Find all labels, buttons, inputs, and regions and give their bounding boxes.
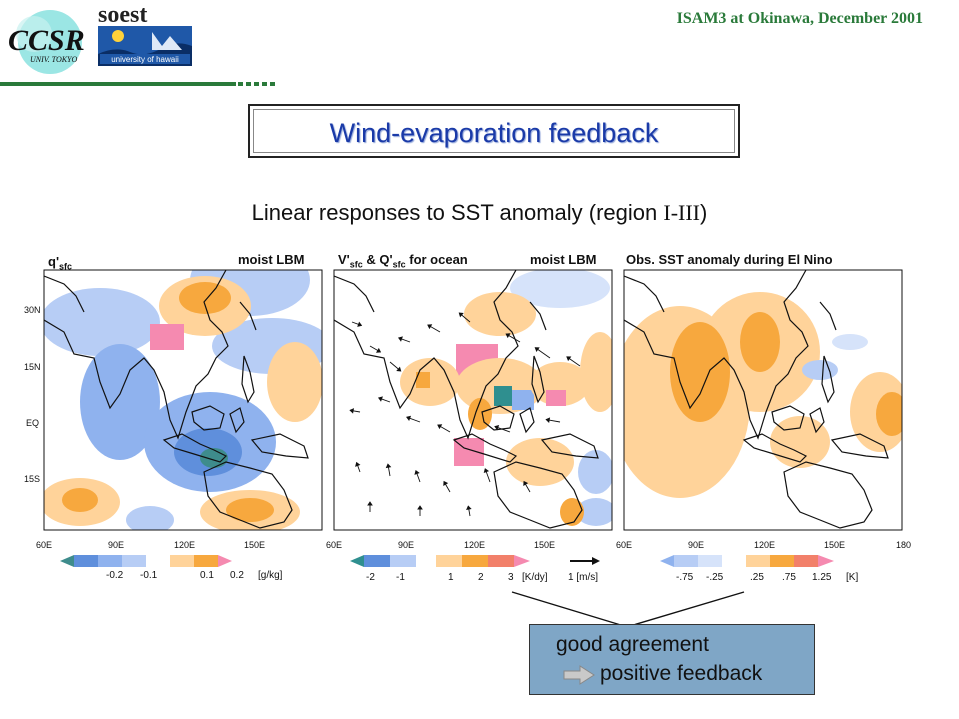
y-tick-15s: 15S [24,474,41,484]
p2-x-tick-90e: 90E [398,540,415,550]
p3-cb-label-3: .25 [750,572,764,583]
p1-x-tick-150e: 150E [244,540,266,550]
p1-cb-label-1: -0.2 [106,570,124,581]
subtitle-close: ) [700,200,708,225]
p3-x-tick-120e: 120E [754,540,776,550]
p3-cb-label-2: -.25 [706,572,724,583]
y-tick-eq: EQ [26,418,40,428]
subtitle-region: I-III [663,200,701,225]
p1-cb-label-3: 0.1 [200,570,214,581]
panel2-map [334,270,612,530]
vector-reference-label: 1 [m/s] [568,572,599,583]
p2-x-tick-60e: 60E [326,540,343,550]
p2-cb-label-2: -1 [396,572,405,583]
soest-logo-sub: university of hawaii [111,55,179,64]
ccsr-logo: CCSR UNIV. TOKYO [8,10,85,74]
soest-logo: soest university of hawaii [98,2,192,66]
p3-cb-label-4: .75 [782,572,796,583]
p3-x-tick-150e: 150E [824,540,846,550]
ccsr-logo-text: CCSR [8,24,85,57]
p3-x-tick-180: 180 [896,540,912,550]
p2-cb-label-4: 2 [478,572,484,583]
implies-arrow-icon [563,665,595,685]
soest-logo-text: soest [98,2,147,28]
p3-cb-units: [K] [846,572,859,583]
p3-x-tick-60e: 60E [616,540,633,550]
conference-title: ISAM3 at Okinawa, December 2001 [676,10,923,27]
subtitle-text: Linear responses to SST anomaly (region [251,200,664,225]
panel2-colorbar [350,555,530,567]
panel1-colorbar [60,555,232,567]
conclusion-box: good agreement positive feedback [529,624,815,695]
vector-reference-arrow [570,557,600,565]
maps-figure [43,269,903,531]
ccsr-logo-sub: UNIV. TOKYO [30,55,78,64]
p1-x-tick-90e: 90E [108,540,125,550]
panel2-label-right: moist LBM [530,252,597,267]
p2-cb-units: [K/dy] [522,572,548,583]
slide-subtitle: Linear responses to SST anomaly (region … [0,200,959,226]
p2-x-tick-150e: 150E [534,540,556,550]
conclusion-line2: positive feedback [600,662,763,685]
p2-cb-label-3: 1 [448,572,454,583]
slide-title-box: Wind-evaporation feedback [248,104,740,158]
p1-cb-units: [g/kg] [258,570,283,581]
panel3-colorbar [660,555,834,567]
panel3-frame [623,269,903,531]
p2-cb-label-5: 3 [508,572,514,583]
p1-x-tick-120e: 120E [174,540,196,550]
panel1-frame [43,269,323,531]
y-tick-15n: 15N [24,362,41,372]
panel1-map [44,270,322,530]
panel1-label-right: moist LBM [238,252,305,267]
agreement-connector-lines [511,591,745,627]
panel2-label-left: V'sfc & Q'sfc for ocean [338,252,468,270]
p3-x-tick-90e: 90E [688,540,705,550]
y-tick-30n: 30N [24,305,41,315]
panel2-frame [333,269,613,531]
header-divider [0,82,275,86]
p2-cb-label-1: -2 [366,572,375,583]
panel3-label: Obs. SST anomaly during El Nino [626,252,833,267]
conclusion-line1: good agreement [556,633,709,656]
p3-cb-label-5: 1.25 [812,572,832,583]
p2-x-tick-120e: 120E [464,540,486,550]
p1-cb-label-2: -0.1 [140,570,158,581]
p1-cb-label-4: 0.2 [230,570,244,581]
p3-cb-label-1: -.75 [676,572,694,583]
slide-title: Wind-evaporation feedback [329,118,659,148]
panel1-label-left: q'sfc [48,254,73,272]
p1-x-tick-60e: 60E [36,540,53,550]
panel3-map [624,270,902,530]
